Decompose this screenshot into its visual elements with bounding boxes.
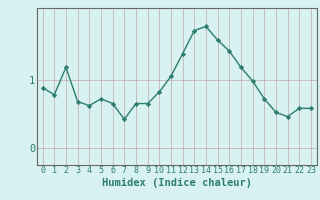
X-axis label: Humidex (Indice chaleur): Humidex (Indice chaleur) <box>102 178 252 188</box>
